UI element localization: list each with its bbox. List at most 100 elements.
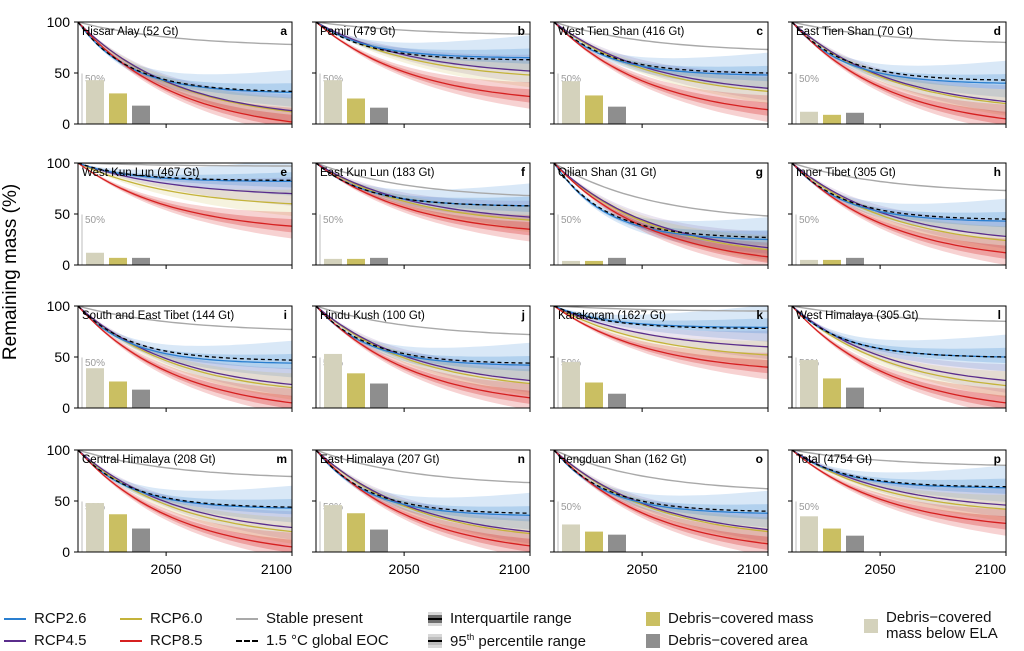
y-tick-label-e-0: 0 [62,257,70,273]
bar-debris-area-f [370,257,388,265]
legend-rcp45: RCP4.5 [4,632,87,649]
panel-plot-g [554,163,768,265]
y-tick-label-i-0: 0 [62,400,70,416]
legend-rcp60-swatch [120,617,142,620]
line-rcp26-h [792,163,1006,222]
x-tick-label-n-2050: 2050 [389,561,420,577]
panel-p: 50% Total (4754 Gt) p 2050 2100 [788,449,1007,577]
bar-debris-mass-p [823,528,841,552]
line-rcp45-b [316,22,530,72]
bandiqr-rcp85-o [554,450,768,550]
line-rcp85-d [792,22,1006,120]
panel-plot-a [78,22,292,124]
line-rcp85-o [554,450,768,545]
line-rcp45-g [554,163,768,249]
panel-b: 50% Pamir (479 Gt) b [312,21,531,128]
bar-debris-area-o [608,534,626,552]
line-rcp60-c [554,22,768,93]
panel-o: 50% Hengduan Shan (162 Gt) o 2050 2100 [550,449,769,577]
bandiqr-rcp85-m [78,450,292,552]
legend-debris-mass-swatch [646,611,660,626]
band95-rcp85-p [792,450,1006,536]
bandiqr-rcp85-g [554,163,768,263]
band95-rcp85-l [792,306,1006,408]
x-tick-label-p-2100: 2100 [975,561,1006,577]
bar-debris-mass-l [823,378,841,408]
line-eoc15-p [792,450,1006,488]
band95-rcp85-h [792,163,1006,265]
bar-debris-mass-j [347,373,365,408]
panel-h: 50% Inner Tibet (305 Gt) h [788,162,1007,269]
line-rcp60-m [78,450,292,533]
x-tick-label-m-2050: 2050 [151,561,182,577]
bar-debris-mass-n [347,513,365,552]
band95-rcp26-c [554,22,768,90]
panel-title-a: Hissar Alay (52 Gt) [82,26,179,38]
bar-mass-below-ela-i [86,368,104,408]
panel-a: 50% Hissar Alay (52 Gt) a 0 50 100 [47,14,293,132]
legend-rcp60-label: RCP6.0 [150,610,203,627]
bar-debris-area-d [846,112,864,124]
bar-debris-area-i [132,389,150,408]
line-stable-p [792,450,1006,466]
line-rcp85-e [78,163,292,227]
band95-rcp45-a [78,22,292,123]
band95-rcp45-n [316,450,530,544]
panel-plot-p [792,450,1006,536]
panel-plot-i [78,306,292,408]
bar-mass-below-ela-f [324,258,342,265]
line-stable-k [554,306,768,312]
bandiqr-rcp85-l [792,306,1006,408]
y-tick-label-a-100: 100 [47,14,71,30]
line-stable-j [316,306,530,336]
bar-debris-area-e [132,257,150,265]
band95-rcp26-h [792,163,1006,236]
figure-panels: Remaining mass (%) 50% Hissar Alay (52 Gt)… [0,14,1007,577]
line-stable-b [316,22,530,35]
bar-mass-below-ela-o [562,524,580,552]
y-axis-label: Remaining mass (%) [0,184,21,360]
legend-p95-label: 95th percentile range [450,632,586,650]
legend: RCP2.6 RCP4.5 RCP6.0 RCP8.5 Stable prese… [0,600,1024,651]
legend-p95-swatch [428,634,442,648]
band95-rcp85-b [316,22,530,109]
panel-title-j: Hindu Kush (100 Gt) [320,310,425,322]
bar-debris-mass-c [585,95,603,124]
panel-title-l: West Himalaya (305 Gt) [796,310,919,322]
bar-debris-area-l [846,387,864,408]
bar-mass-below-ela-k [562,362,580,408]
y-tick-label-i-50: 50 [54,349,70,365]
panel-title-o: Hengduan Shan (162 Gt) [558,454,687,466]
legend-eoc15-swatch [236,639,258,642]
panel-plot-d [792,22,1006,124]
panel-letter-o: o [756,452,763,466]
line-rcp85-j [316,306,530,399]
panel-title-k: Karakoram (1627 Gt) [558,310,666,322]
bandiqr-rcp85-j [316,306,530,404]
panel-plot-f [316,163,530,242]
line-eoc15-c [554,22,768,74]
line-rcp85-g [554,163,768,258]
x-tick-label-o-2100: 2100 [737,561,768,577]
bar-debris-mass-a [109,93,127,124]
band95-rcp26-b [316,22,530,72]
panel-c: 50% West Tien Shan (416 Gt) c [550,21,769,128]
line-rcp26-p [792,450,1006,489]
band95-rcp60-o [554,450,768,544]
line-eoc15-k [554,306,768,330]
line-rcp45-e [78,163,292,195]
panel-plot-o [554,450,768,552]
panel-plot-c [554,22,768,122]
line-rcp60-l [792,306,1006,387]
line-rcp45-h [792,163,1006,238]
band95-rcp45-l [792,306,1006,393]
band95-rcp60-d [792,22,1006,116]
bar-ref-label-p: 50% [799,502,819,513]
bar-debris-area-k [608,393,626,408]
y-tick-label-m-100: 100 [47,442,71,458]
bar-mass-below-ela-l [800,360,818,408]
line-rcp85-a [78,22,292,123]
legend-eoc15-label: 1.5 °C global EOC [266,632,389,649]
band95-rcp26-m [78,450,292,523]
bandiqr-rcp26-p [792,450,1006,494]
